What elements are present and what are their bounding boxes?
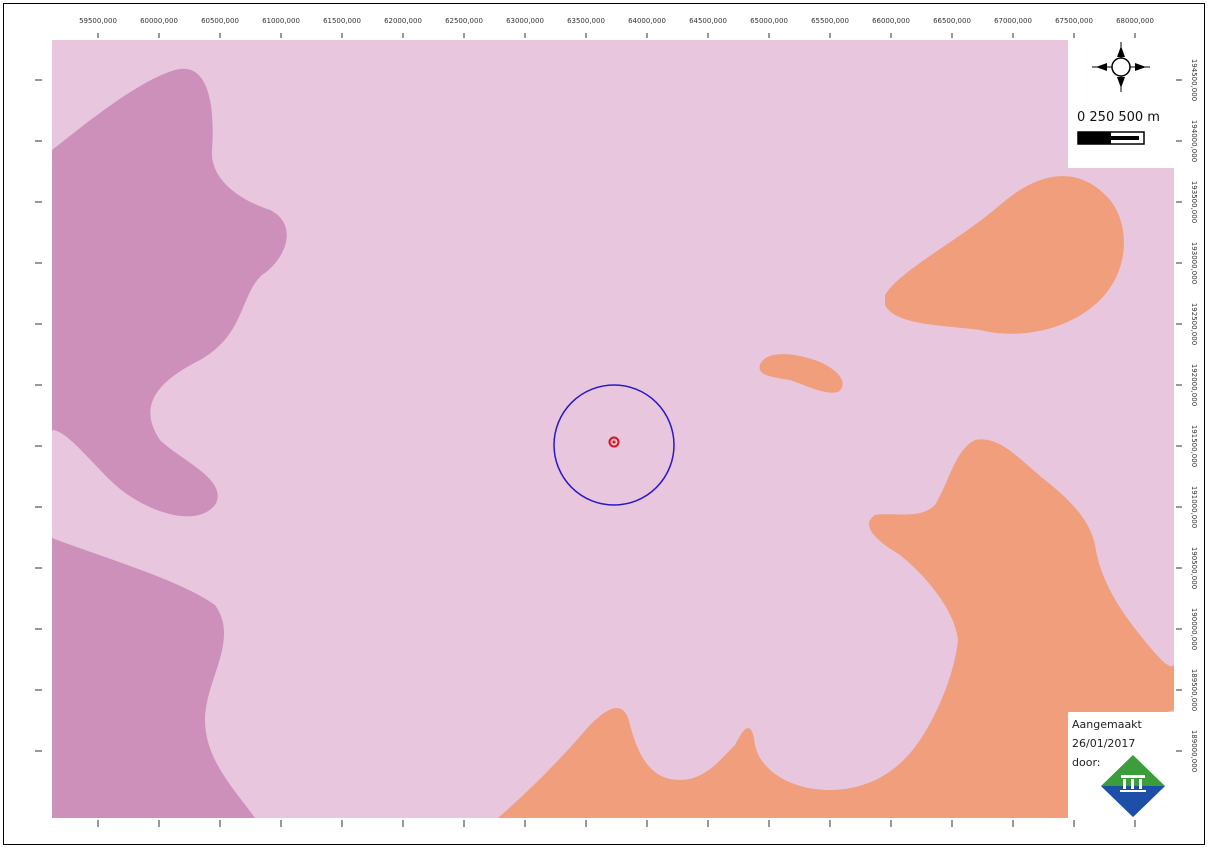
x-tick-label: 66000,000 — [872, 17, 910, 25]
x-tick-label: 68000,000 — [1116, 17, 1154, 25]
x-tick-label: 63500,000 — [567, 17, 605, 25]
y-tick-label: 193500,000 — [1190, 181, 1198, 223]
y-tick-label: 194500,000 — [1190, 59, 1198, 101]
y-tick-label: 189000,000 — [1190, 730, 1198, 772]
x-tick-label: 64000,000 — [628, 17, 666, 25]
buffer-circle — [553, 384, 675, 506]
x-tick-label: 67000,000 — [994, 17, 1032, 25]
y-axis-left — [35, 79, 42, 752]
x-tick-label: 61500,000 — [323, 17, 361, 25]
organization-logo-icon — [1101, 755, 1165, 817]
credit-line-by: door: — [1072, 756, 1100, 769]
x-tick-label: 62000,000 — [384, 17, 422, 25]
soil-region-magenta-upper — [52, 68, 287, 517]
soil-region-orange-southeast — [498, 439, 1174, 818]
y-tick-label: 189500,000 — [1190, 669, 1198, 711]
soil-region-orange-northeast — [885, 176, 1124, 334]
y-tick-label: 194000,000 — [1190, 120, 1198, 162]
x-tick-label: 66500,000 — [933, 17, 971, 25]
x-tick-label: 60000,000 — [140, 17, 178, 25]
x-axis-bottom — [97, 820, 1136, 827]
y-tick-label: 191000,000 — [1190, 486, 1198, 528]
x-tick-label: 65500,000 — [811, 17, 849, 25]
x-tick-label: 61000,000 — [262, 17, 300, 25]
x-tick-label: 63000,000 — [506, 17, 544, 25]
y-tick-label: 190500,000 — [1190, 547, 1198, 589]
x-tick-label: 67500,000 — [1055, 17, 1093, 25]
x-tick-label: 60500,000 — [201, 17, 239, 25]
soil-region-orange-small — [759, 354, 843, 393]
north-arrow-icon — [1092, 42, 1150, 92]
credit-line-date: 26/01/2017 — [1072, 737, 1135, 750]
x-tick-label: 64500,000 — [689, 17, 727, 25]
x-tick-label: 65000,000 — [750, 17, 788, 25]
scale-label: 0 250 500 m — [1077, 110, 1160, 125]
x-axis-top: 59500,000 60000,000 60500,000 61000,000 6150… — [79, 17, 1154, 38]
y-axis-right: 194500,000 194000,000 193500,000 193000,000… — [1176, 59, 1198, 772]
y-tick-label: 193000,000 — [1190, 242, 1198, 284]
y-tick-label: 190000,000 — [1190, 608, 1198, 650]
x-tick-label: 62500,000 — [445, 17, 483, 25]
y-tick-label: 191500,000 — [1190, 425, 1198, 467]
soil-region-magenta-lower — [52, 538, 255, 818]
y-tick-label: 192000,000 — [1190, 364, 1198, 406]
y-tick-label: 192500,000 — [1190, 303, 1198, 345]
x-tick-label: 59500,000 — [79, 17, 117, 25]
credit-line-created: Aangemaakt — [1072, 718, 1143, 731]
location-marker-icon[interactable] — [608, 436, 620, 448]
scale-bar — [1077, 131, 1145, 145]
